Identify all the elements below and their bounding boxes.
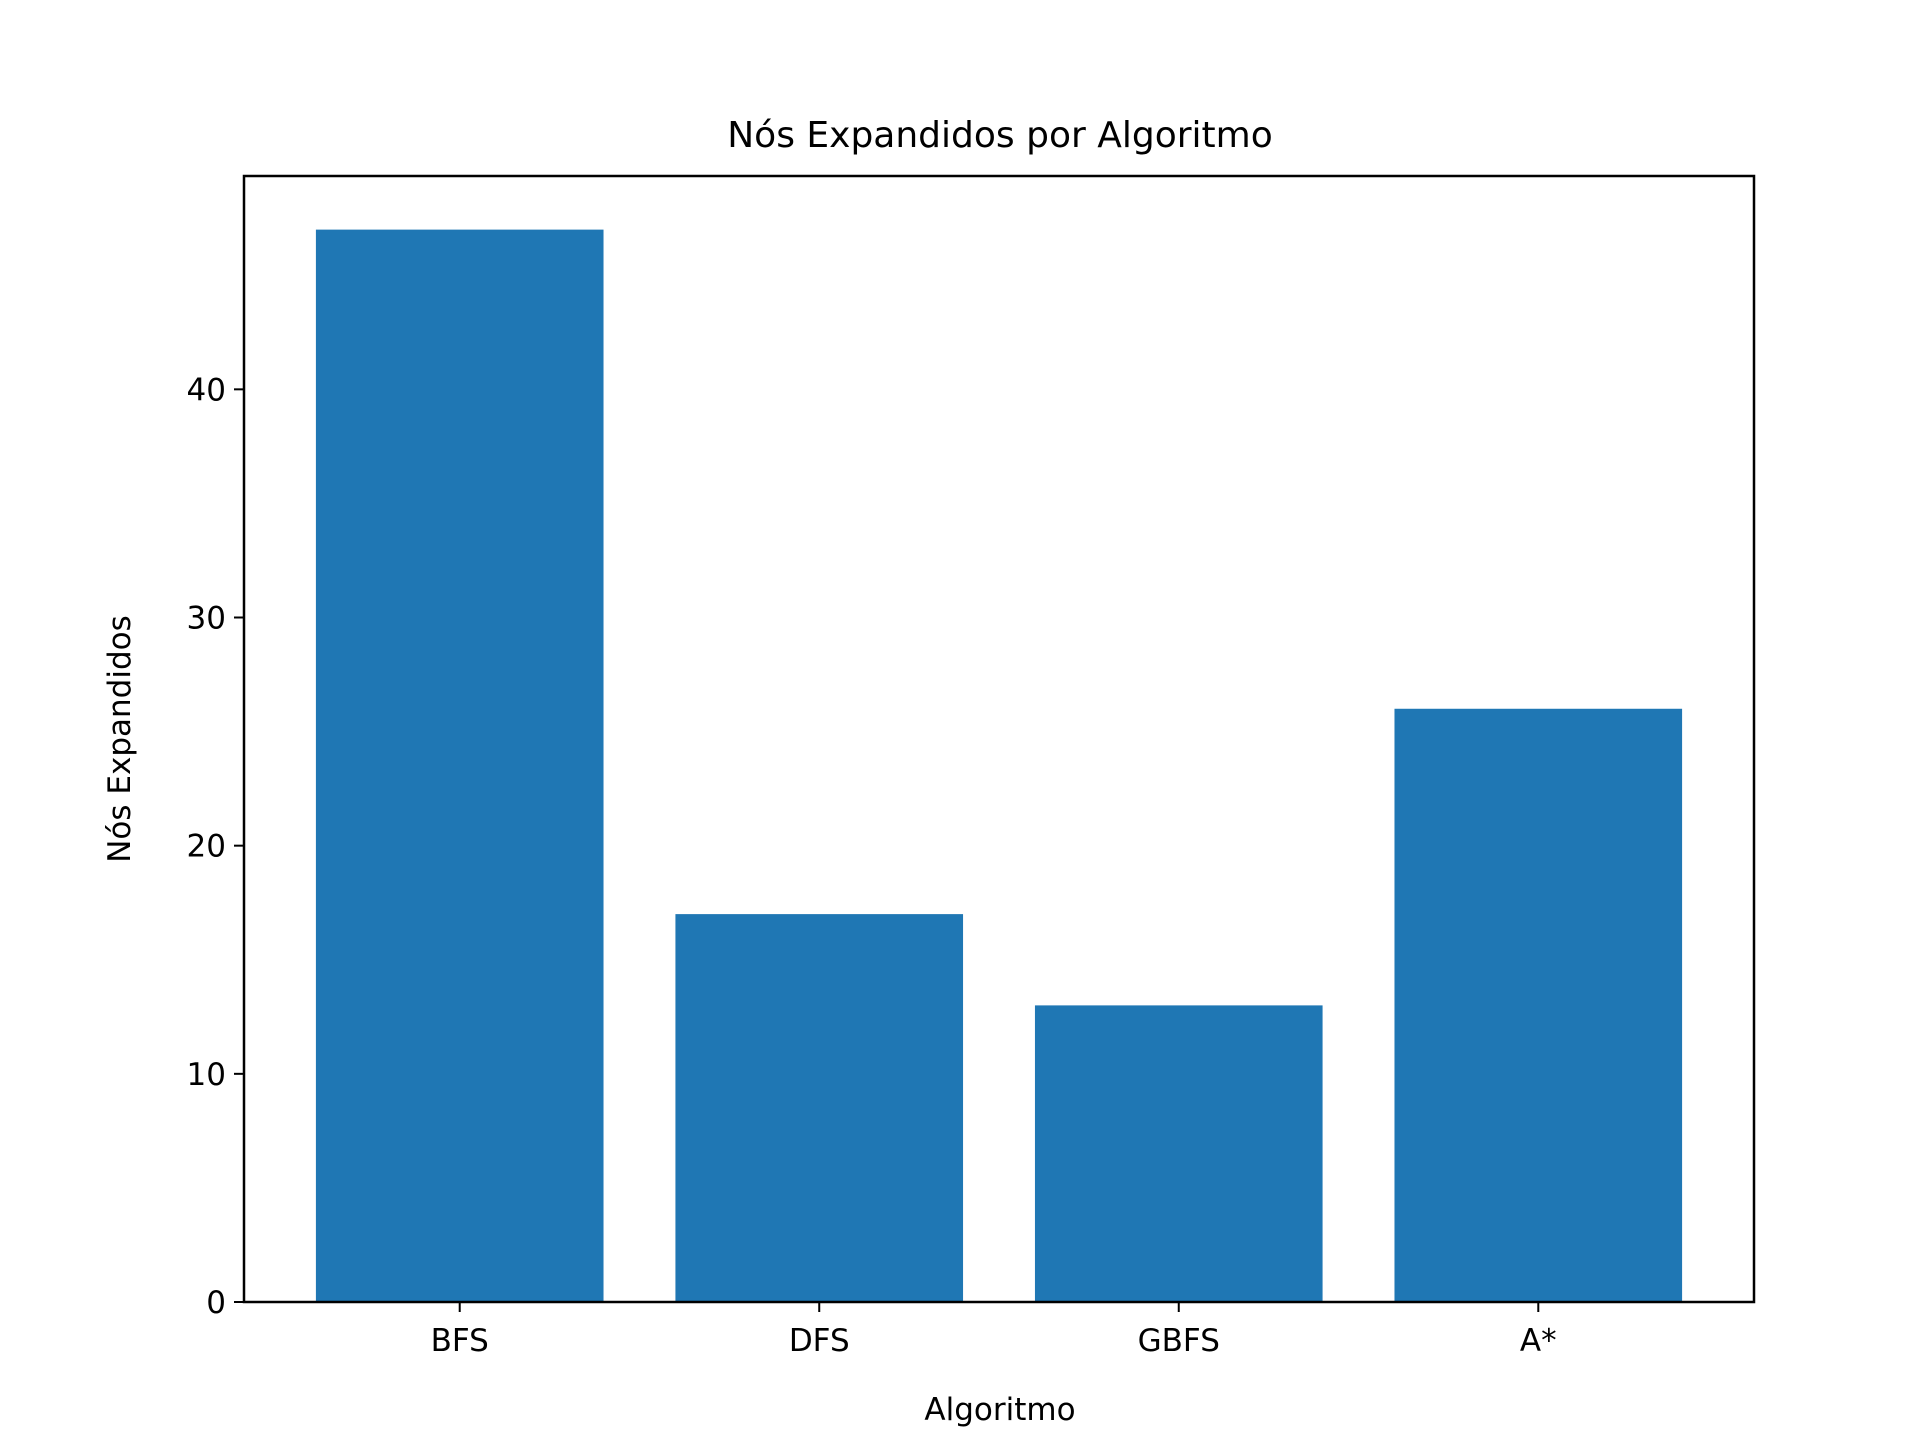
y-tick-label: 30 <box>187 601 226 637</box>
x-tick-label: GBFS <box>1138 1323 1220 1359</box>
ticks-layer: BFS DFS GBFS A* 0 10 20 30 40 <box>187 372 1557 1359</box>
bar-astar <box>1394 708 1683 1302</box>
bars-layer <box>315 229 1683 1303</box>
y-tick-label: 40 <box>187 372 226 408</box>
y-tick-label: 0 <box>206 1285 226 1321</box>
x-tick-label: A* <box>1520 1323 1557 1359</box>
bar-dfs <box>675 914 964 1302</box>
y-axis-label: Nós Expandidos <box>102 615 138 863</box>
y-tick-label: 20 <box>187 829 226 865</box>
x-axis-label: Algoritmo <box>924 1392 1075 1428</box>
y-tick-label: 10 <box>187 1057 226 1093</box>
x-tick-label: BFS <box>431 1323 489 1359</box>
x-tick-label: DFS <box>789 1323 850 1359</box>
bar-gbfs <box>1034 1005 1323 1302</box>
bar-bfs <box>315 229 604 1303</box>
plot-area-frame <box>242 174 1756 1304</box>
chart-title: Nós Expandidos por Algoritmo <box>727 115 1273 156</box>
